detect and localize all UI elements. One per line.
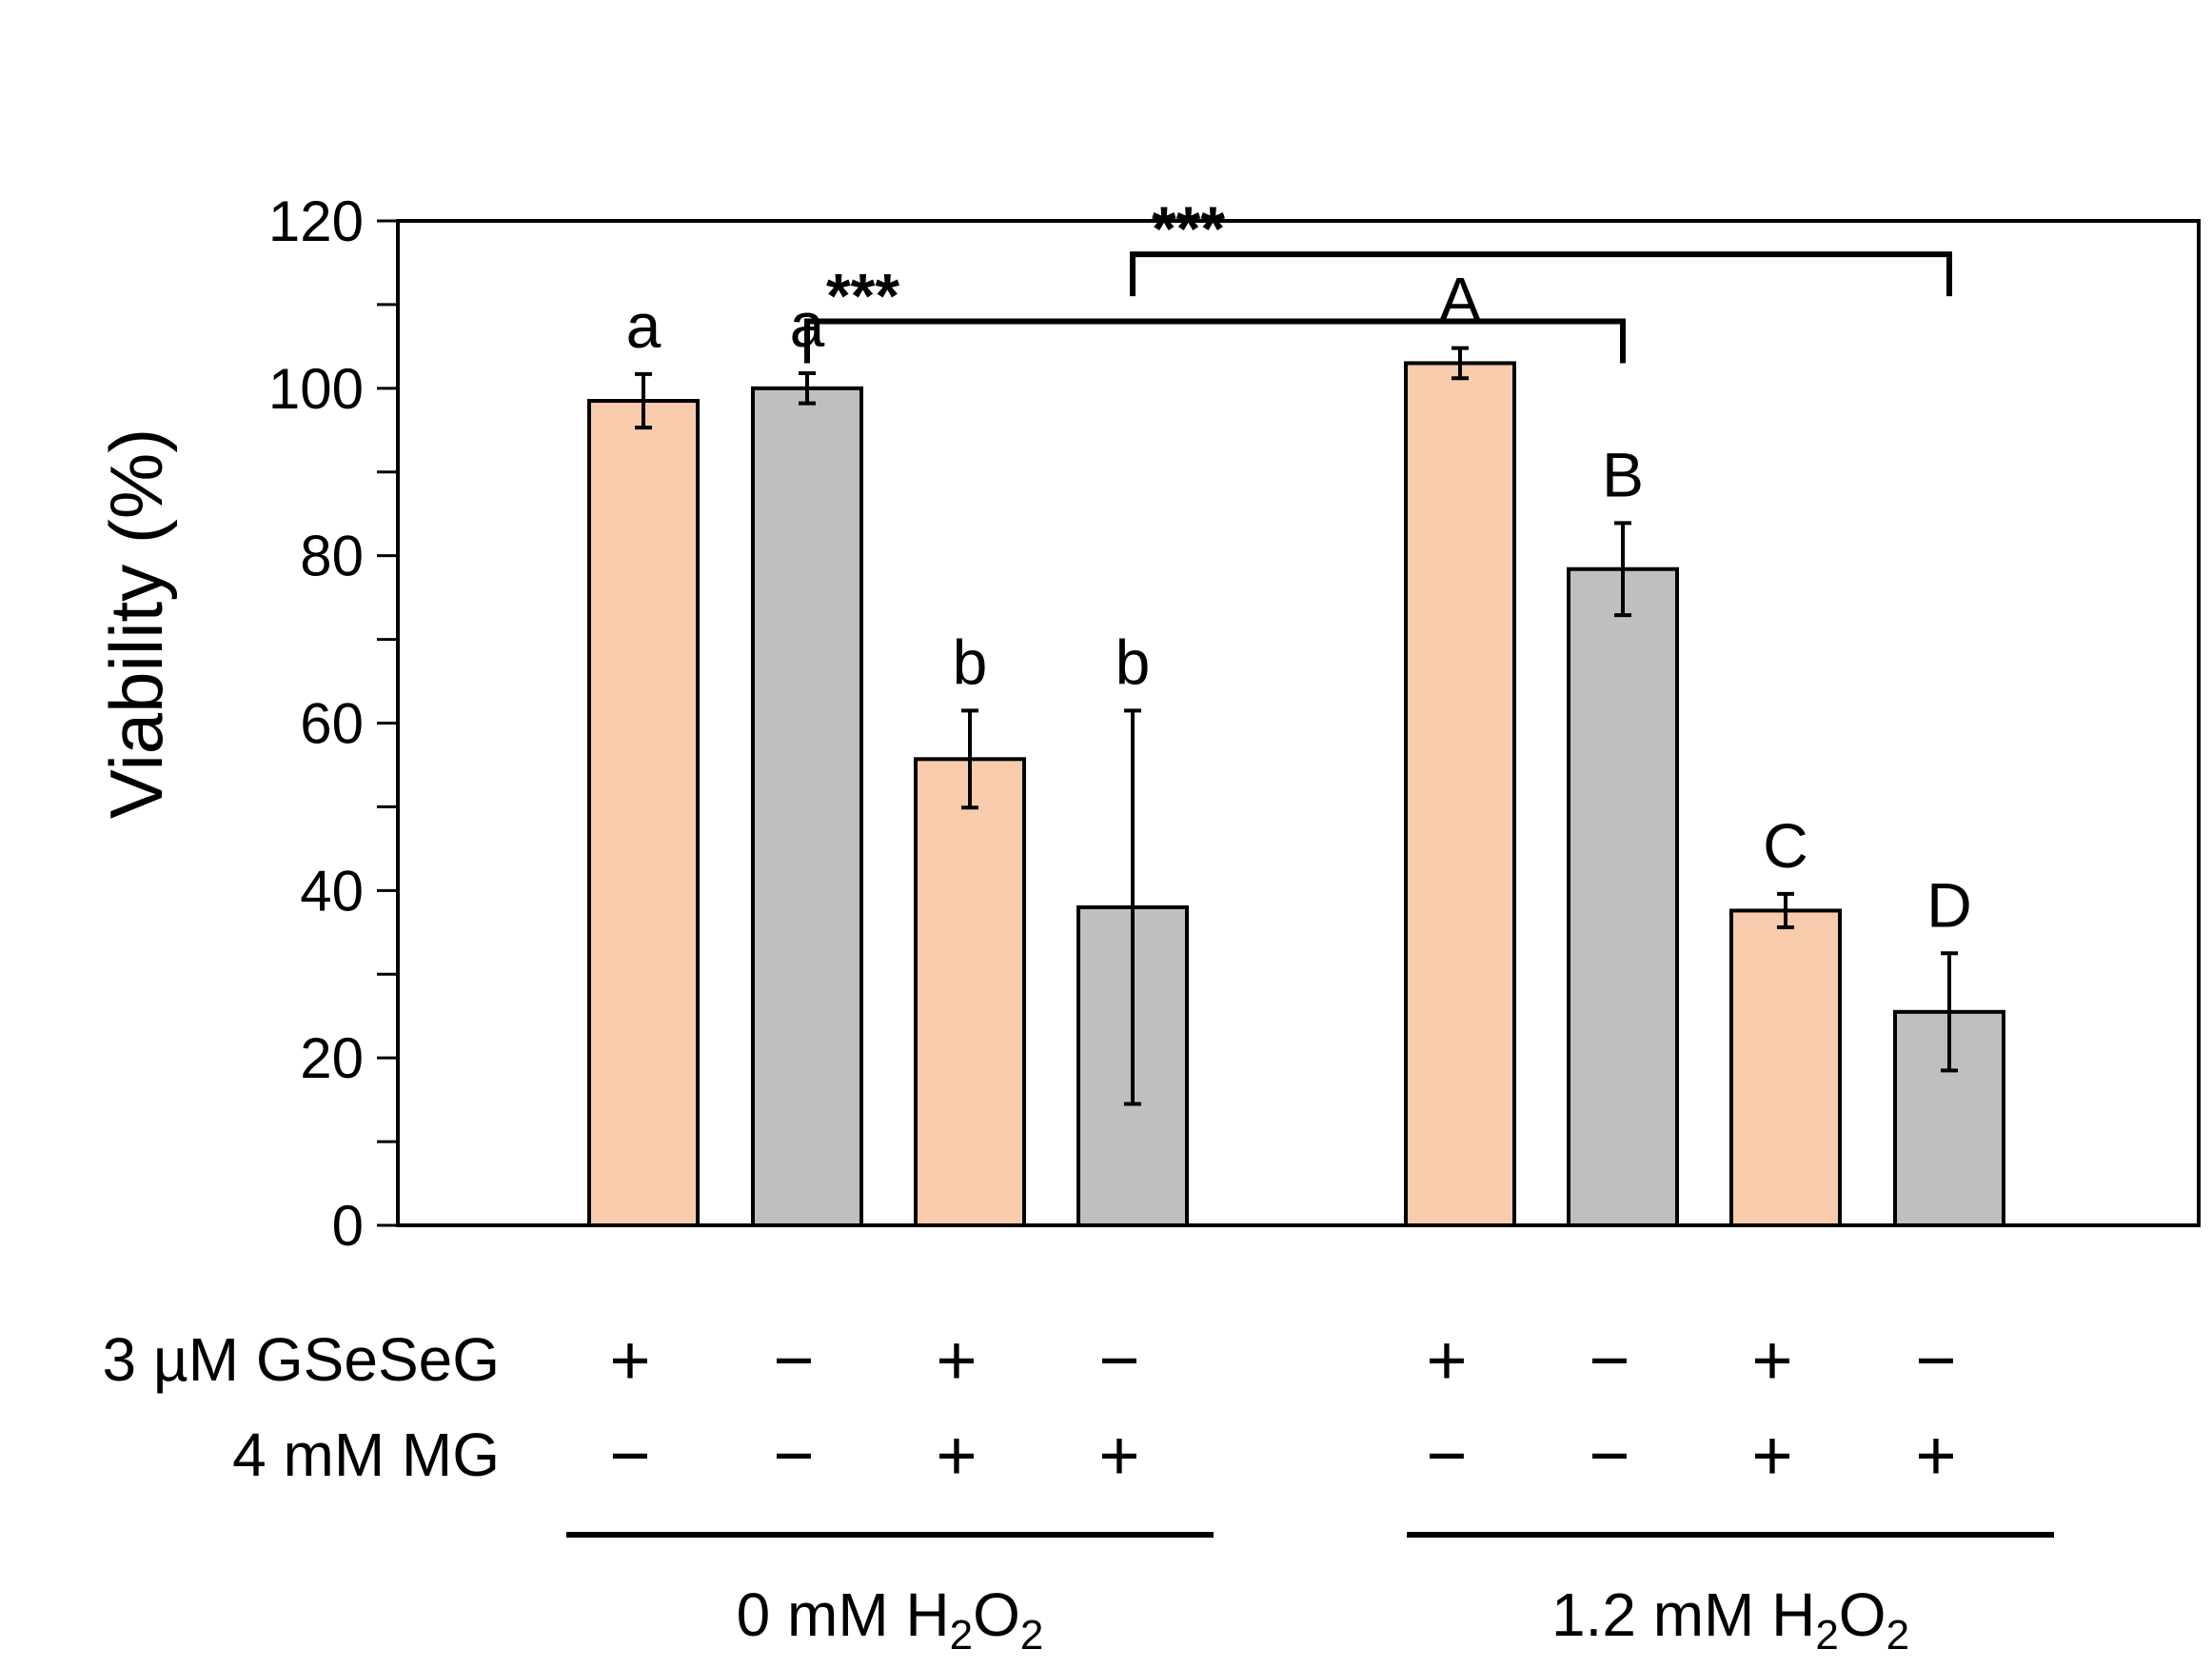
treatment-table: 3 µM GSeSeG 4 mM MG + − − − + + − + + − − − + + − + (103, 1321, 1957, 1495)
comparison-bracket (804, 318, 1626, 364)
significance-letter: A (1439, 265, 1481, 335)
bar (1404, 361, 1516, 1228)
gseseg-sign: + (1751, 1321, 1792, 1400)
mg-sign: − (1426, 1416, 1467, 1495)
mg-sign: − (1589, 1416, 1629, 1495)
bars (587, 361, 2005, 1228)
y-tick-label: 100 (268, 357, 364, 421)
gseseg-sign: − (1915, 1321, 1956, 1400)
gseseg-sign: − (773, 1321, 814, 1400)
gseseg-sign: + (609, 1321, 650, 1400)
group-label: 1.2 mM H2O2 (1551, 1580, 1909, 1659)
mg-sign: + (1915, 1416, 1956, 1495)
row-label-mg: 4 mM MG (232, 1421, 500, 1489)
bar (587, 399, 700, 1228)
bar (751, 386, 863, 1228)
mg-sign: + (936, 1416, 977, 1495)
y-tick-label: 60 (300, 692, 364, 756)
y-axis-label: Viability (%) (94, 428, 178, 819)
y-tick-label: 80 (300, 525, 364, 588)
y-tick-label: 20 (300, 1026, 364, 1090)
significance-stars: *** (826, 261, 899, 331)
gseseg-sign: − (1589, 1321, 1629, 1400)
y-tick-label: 120 (268, 189, 364, 253)
error-bars (635, 346, 1958, 1106)
mg-sign: + (1751, 1416, 1792, 1495)
bar (1729, 908, 1842, 1228)
significance-letter: b (953, 626, 988, 697)
mg-sign: + (1098, 1416, 1139, 1495)
significance-letter: b (1116, 626, 1151, 697)
group-label: 0 mM H2O2 (737, 1580, 1044, 1659)
bar (914, 757, 1026, 1227)
group-labels: 0 mM H2O2 1.2 mM H2O2 (566, 1532, 2054, 1659)
comparison-brackets: *** *** (804, 193, 1952, 364)
comparison-bracket (1130, 251, 1952, 297)
significance-letter: C (1763, 810, 1808, 881)
bar (1567, 566, 1679, 1227)
mg-sign: − (609, 1416, 650, 1495)
mg-sign: − (773, 1416, 814, 1495)
significance-letter: a (626, 290, 662, 361)
y-tick-label: 0 (332, 1194, 364, 1258)
axes: 0 20 40 60 80 100 120 (268, 189, 2201, 1258)
significance-letter: B (1602, 439, 1644, 509)
y-tick-label: 40 (300, 859, 364, 923)
gseseg-sign: − (1098, 1321, 1139, 1400)
significance-stars: *** (1152, 193, 1225, 264)
significance-letter: D (1926, 869, 1972, 940)
gseseg-sign: + (936, 1321, 977, 1400)
gseseg-sign: + (1426, 1321, 1467, 1400)
row-label-gseseg: 3 µM GSeSeG (103, 1325, 500, 1394)
